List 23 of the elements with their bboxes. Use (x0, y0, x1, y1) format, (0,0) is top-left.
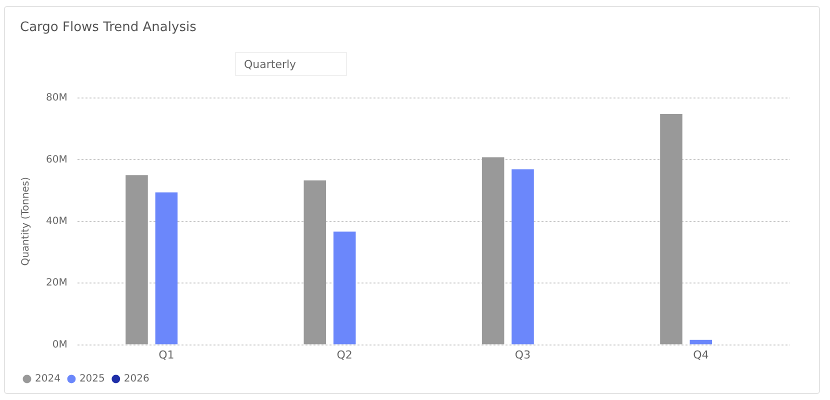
x-tick-label: Q1 (158, 348, 174, 362)
legend-label: 2026 (124, 374, 150, 385)
y-tick-label: 60M (46, 154, 68, 166)
x-tick-label: Q3 (514, 348, 531, 362)
y-axis-title: Quantity (Tonnes) (20, 176, 32, 266)
y-tick-label: 40M (46, 216, 68, 227)
bar (660, 114, 682, 344)
x-tick-label: Q4 (693, 348, 709, 362)
bar (333, 232, 356, 344)
legend-label: 2024 (35, 374, 60, 385)
bar (126, 175, 148, 344)
bar (304, 180, 326, 344)
bar (482, 157, 504, 344)
y-tick-label: 80M (46, 92, 68, 104)
legend-label: 2025 (79, 374, 105, 385)
y-tick-label: 0M (52, 339, 68, 350)
bar (512, 169, 534, 344)
chart-subtitle: Quarterly (235, 52, 347, 76)
y-tick-label: 20M (46, 278, 68, 289)
x-tick-label: Q2 (336, 348, 352, 362)
bar (155, 192, 178, 344)
chart-title: Cargo Flows Trend Analysis (20, 20, 196, 35)
bar (690, 340, 712, 344)
